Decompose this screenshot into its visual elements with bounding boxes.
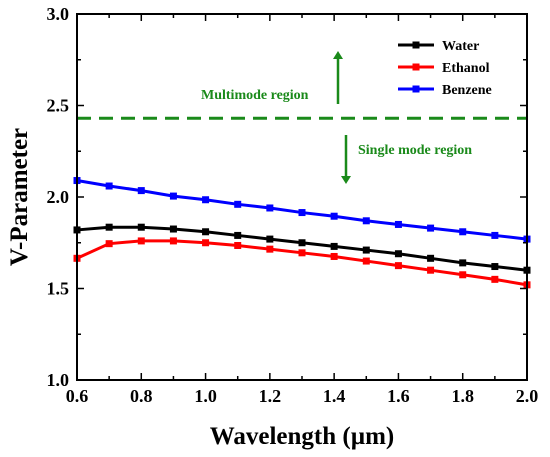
- annotation-multimode-text: Multimode region: [201, 88, 309, 103]
- data-point: [266, 204, 274, 212]
- data-point: [105, 223, 113, 231]
- data-point: [394, 262, 402, 270]
- data-point: [137, 187, 145, 195]
- data-point: [362, 246, 370, 254]
- data-point: [266, 235, 274, 243]
- series-benzene: [73, 177, 531, 243]
- data-point: [202, 196, 210, 204]
- x-tick-label: 0.8: [130, 386, 153, 406]
- data-point: [362, 217, 370, 225]
- data-point: [137, 223, 145, 231]
- x-axis-title: Wavelength (µm): [210, 423, 395, 450]
- data-point: [427, 254, 435, 262]
- y-tick-label: 2.5: [47, 96, 70, 116]
- data-point: [330, 242, 338, 250]
- annotation-multimode: Multimode region: [201, 51, 343, 104]
- data-point: [298, 209, 306, 217]
- legend-swatch-marker: [412, 63, 420, 71]
- x-tick-label: 2.0: [516, 386, 539, 406]
- y-tick-label: 2.0: [47, 187, 70, 207]
- data-point: [105, 240, 113, 248]
- x-tick-label: 1.4: [323, 386, 346, 406]
- legend-entry-ethanol: Ethanol: [398, 61, 490, 76]
- data-point: [234, 200, 242, 208]
- data-point: [234, 231, 242, 239]
- data-point: [459, 271, 467, 279]
- y-tick-label: 3.0: [47, 4, 70, 24]
- data-point: [491, 263, 499, 271]
- y-axis-title: V-Parameter: [6, 128, 33, 266]
- x-tick-label: 1.0: [194, 386, 217, 406]
- legend-entry-water: Water: [398, 39, 479, 54]
- legend-entry-benzene: Benzene: [398, 83, 492, 98]
- legend-label: Benzene: [442, 83, 492, 98]
- data-point: [105, 182, 113, 190]
- data-point: [298, 249, 306, 257]
- data-point: [266, 245, 274, 253]
- data-point: [330, 212, 338, 220]
- data-point: [427, 266, 435, 274]
- data-point: [491, 231, 499, 239]
- data-point: [202, 239, 210, 247]
- data-point: [169, 225, 177, 233]
- data-point: [459, 228, 467, 236]
- data-point: [362, 257, 370, 265]
- legend-label: Ethanol: [442, 61, 490, 76]
- y-tick-label: 1.0: [47, 370, 70, 390]
- x-tick-label: 1.2: [259, 386, 282, 406]
- data-point: [394, 220, 402, 228]
- data-point: [202, 228, 210, 236]
- data-point: [330, 252, 338, 260]
- data-point: [459, 259, 467, 267]
- data-point: [298, 239, 306, 247]
- legend-label: Water: [442, 39, 479, 54]
- data-point: [169, 237, 177, 245]
- annotation-singlemode: Single mode region: [341, 135, 472, 184]
- data-point: [137, 237, 145, 245]
- data-point: [169, 192, 177, 200]
- data-point: [234, 241, 242, 249]
- x-tick-label: 1.6: [387, 386, 410, 406]
- y-tick-label: 1.5: [47, 279, 70, 299]
- legend-swatch-marker: [412, 41, 420, 49]
- x-tick-label: 1.8: [451, 386, 474, 406]
- data-point: [427, 224, 435, 232]
- data-point: [394, 250, 402, 258]
- legend-swatch-marker: [412, 85, 420, 93]
- data-point: [491, 275, 499, 283]
- annotation-singlemode-text: Single mode region: [358, 143, 472, 158]
- x-tick-label: 0.6: [66, 386, 89, 406]
